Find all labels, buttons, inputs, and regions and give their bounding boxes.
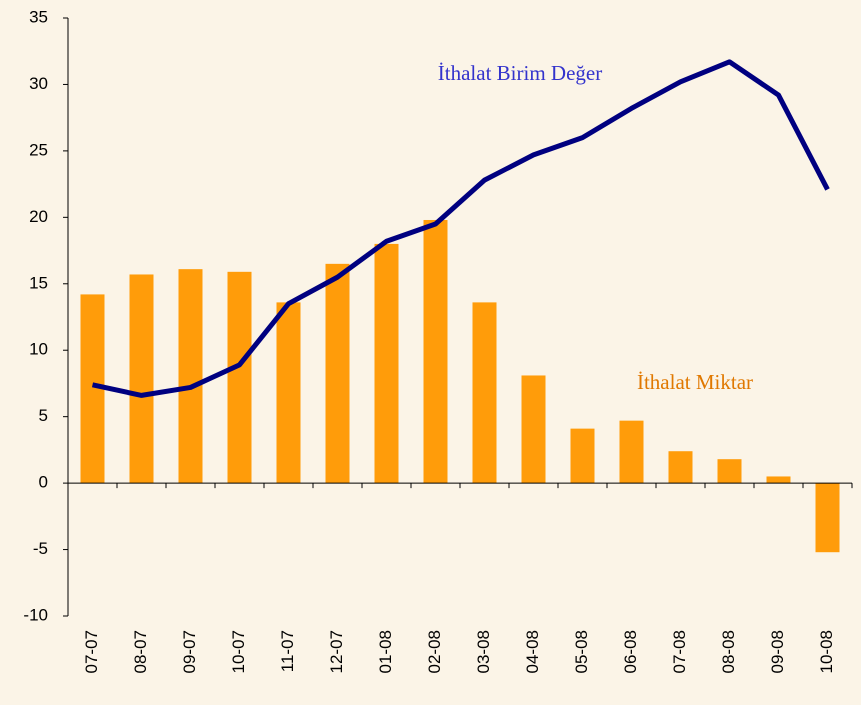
line-series	[91, 59, 830, 398]
x-tick-label: 09-08	[768, 630, 787, 673]
x-tick-label: 11-07	[278, 630, 297, 672]
y-tick-label: 15	[29, 273, 48, 292]
bar	[325, 263, 350, 484]
x-tick-label: 06-08	[621, 630, 640, 673]
x-tick-label: 09-07	[180, 630, 199, 673]
x-tick-label: 07-08	[670, 630, 689, 673]
x-tick-label: 04-08	[523, 630, 542, 673]
bar	[178, 269, 203, 484]
bar	[717, 459, 742, 484]
y-tick-label: 25	[29, 140, 48, 159]
x-tick-label: 02-08	[425, 630, 444, 673]
y-tick-label: 0	[39, 473, 48, 492]
y-tick-label: 10	[29, 340, 48, 359]
x-tick-label: 08-08	[719, 630, 738, 673]
bar	[668, 451, 693, 484]
x-tick-label: 08-07	[131, 630, 150, 673]
bar	[227, 271, 252, 484]
bar	[619, 420, 644, 484]
series-label: İthalat Miktar	[637, 370, 753, 394]
x-tick-label: 03-08	[474, 630, 493, 673]
bar	[766, 476, 791, 484]
y-tick-label: 30	[29, 74, 48, 93]
x-tick-label: 05-08	[572, 630, 591, 673]
x-tick-label: 10-07	[229, 630, 248, 673]
x-tick-label: 10-08	[817, 630, 836, 673]
bar	[570, 428, 595, 484]
bar	[472, 302, 497, 484]
x-tick-label: 12-07	[327, 630, 346, 673]
bar	[129, 274, 154, 484]
bar	[276, 302, 301, 484]
y-tick-label: 20	[29, 207, 48, 226]
bar	[815, 483, 840, 553]
x-tick-label: 07-07	[82, 630, 101, 673]
y-tick-label: 5	[39, 406, 48, 425]
bar	[374, 243, 399, 484]
series-label: İthalat Birim Değer	[438, 61, 602, 85]
y-tick-label: 35	[29, 7, 48, 26]
x-tick-label: 01-08	[376, 630, 395, 673]
y-tick-label: -10	[23, 605, 48, 624]
bar	[423, 219, 448, 484]
bar	[521, 375, 546, 484]
y-tick-label: -5	[33, 539, 48, 558]
